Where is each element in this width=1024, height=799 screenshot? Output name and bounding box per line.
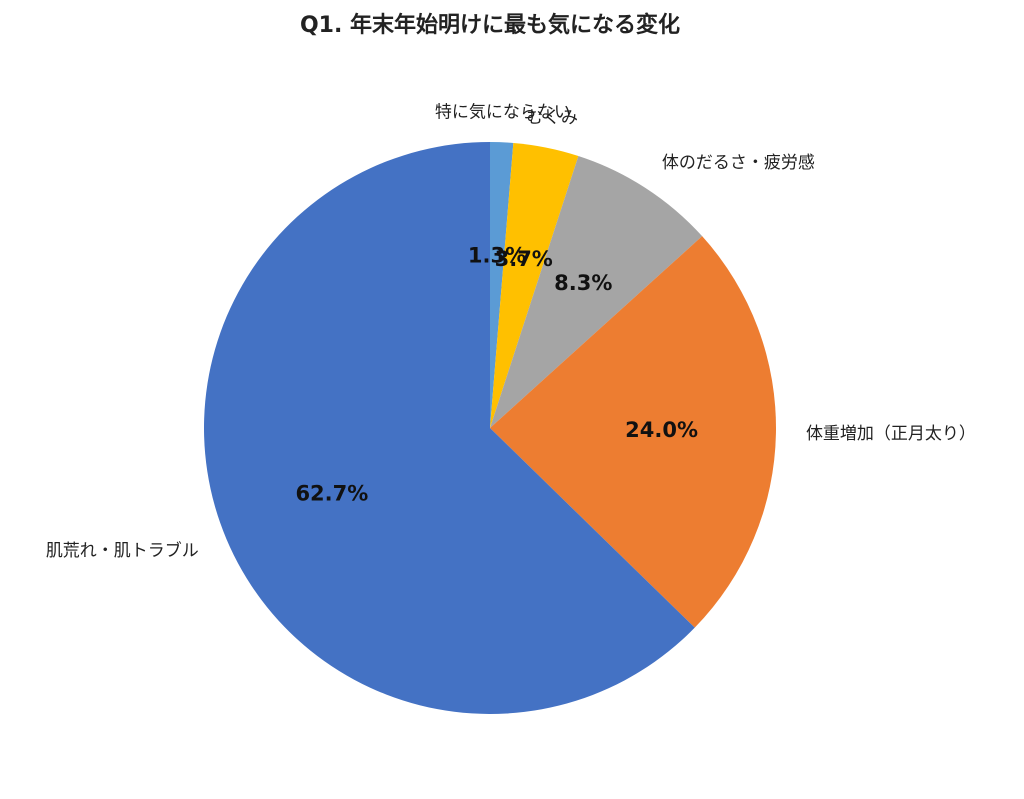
category-label: 肌荒れ・肌トラブル <box>46 540 199 561</box>
pie-slice <box>490 142 579 428</box>
data-label: 1.3% <box>468 244 526 268</box>
category-label: 体のだるさ・疲労感 <box>662 153 815 173</box>
data-label: 24.0% <box>625 418 698 442</box>
data-label: 62.7% <box>295 482 368 506</box>
pie-slice <box>203 142 695 714</box>
data-label: 8.3% <box>554 271 612 295</box>
pie-slice <box>490 236 776 628</box>
category-label: 特に気にならない <box>435 102 571 122</box>
pie-slice <box>490 155 703 428</box>
category-label: むくみ <box>526 108 578 128</box>
category-label: 体重増加（正月太り） <box>806 424 976 444</box>
data-label: 3.7% <box>495 247 553 271</box>
pie-slice <box>490 142 514 428</box>
chart-title: Q1. 年末年始明けに最も気になる変化 <box>300 12 680 38</box>
